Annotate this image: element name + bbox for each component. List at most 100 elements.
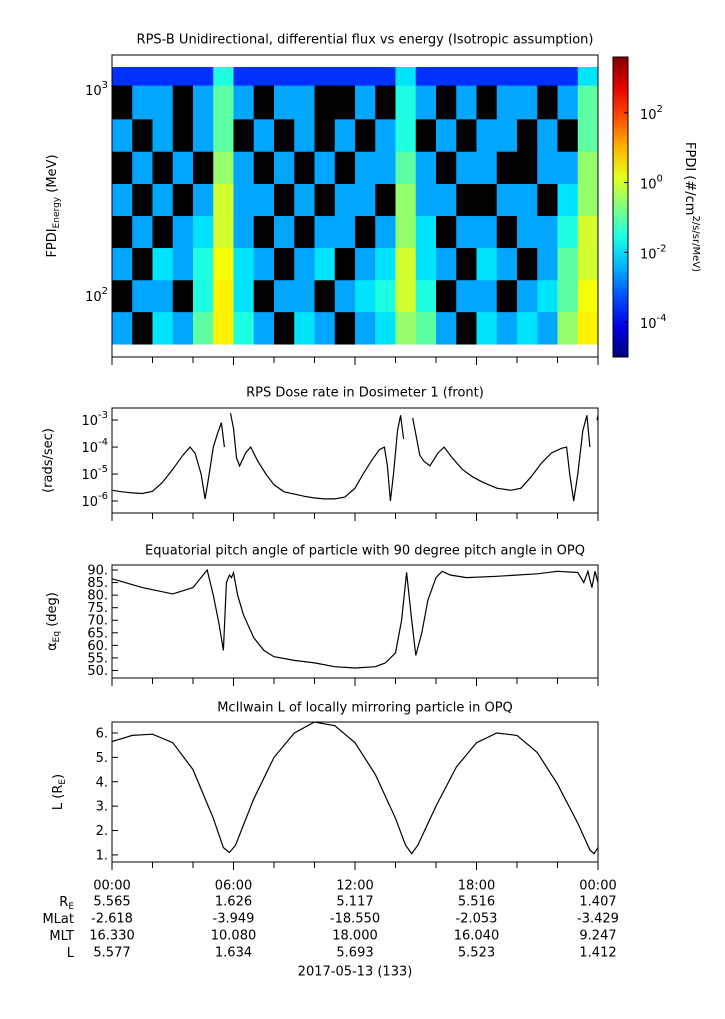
panel-title: Equatorial pitch angle of particle with … xyxy=(145,544,585,559)
label-part: E xyxy=(58,779,68,785)
label-part: FPDI xyxy=(45,228,60,257)
heat-cell xyxy=(395,151,417,184)
empty-cell xyxy=(557,118,579,152)
row-value: -2.618 xyxy=(91,912,133,927)
heat-cell xyxy=(517,311,538,345)
panel-title: McIlwain L of locally mirroring particle… xyxy=(217,701,513,716)
heat-cell xyxy=(152,118,174,152)
label-part: α xyxy=(45,642,60,651)
heat-cell xyxy=(152,183,174,217)
heat-cell xyxy=(193,118,214,152)
empty-cell xyxy=(456,183,477,217)
empty-cell xyxy=(253,151,275,184)
heat-cell xyxy=(314,215,336,249)
empty-cell xyxy=(476,183,498,217)
empty-cell xyxy=(193,151,214,184)
empty-cell xyxy=(456,311,477,345)
heat-cell xyxy=(436,183,457,217)
heat-cell xyxy=(253,247,275,281)
label-part: (rads/sec) xyxy=(41,428,56,493)
heat-cell xyxy=(577,118,599,152)
empty-cell xyxy=(537,183,558,217)
heat-cell xyxy=(436,247,457,281)
heat-cell xyxy=(152,85,174,120)
colorbar-tick-label: 10-2 xyxy=(640,243,667,262)
heat-cell xyxy=(557,151,579,184)
y-tick-label: 90. xyxy=(87,564,108,579)
empty-cell xyxy=(314,85,336,120)
empty-cell xyxy=(274,311,295,345)
row-label: MLat xyxy=(42,912,74,927)
heat-cell xyxy=(193,247,214,281)
heat-cell xyxy=(537,67,558,86)
heat-cell xyxy=(355,311,376,345)
data-line xyxy=(112,568,598,669)
heat-cell xyxy=(334,183,356,217)
heat-cell xyxy=(436,311,457,345)
y-tick-label: 10-5 xyxy=(81,464,108,483)
heat-cell xyxy=(557,279,579,313)
empty-cell xyxy=(112,85,133,120)
y-tick-label: 50. xyxy=(87,664,108,679)
empty-cell xyxy=(112,279,133,313)
panel: McIlwain L of locally mirroring particle… xyxy=(51,701,599,870)
y-tick-label: 60. xyxy=(87,639,108,654)
heat-cell xyxy=(476,151,498,184)
heat-cell xyxy=(112,67,133,86)
row-value: 5.117 xyxy=(336,895,373,910)
heat-cell xyxy=(314,67,336,86)
panel: RPS-B Unidirectional, differential flux … xyxy=(45,33,701,365)
heat-cell xyxy=(517,85,538,120)
heat-cell xyxy=(496,247,518,281)
heat-cell xyxy=(476,118,498,152)
heat-cell xyxy=(152,279,174,313)
panel-title: RPS-B Unidirectional, differential flux … xyxy=(137,33,594,48)
heat-cell xyxy=(233,247,255,281)
heat-cell xyxy=(375,67,396,86)
empty-cell xyxy=(172,279,194,313)
empty-cell xyxy=(152,215,174,249)
heat-cell xyxy=(233,67,255,86)
heat-cell xyxy=(132,85,153,120)
colorbar-tick-label: 10-4 xyxy=(640,313,667,332)
heat-cell xyxy=(577,215,599,249)
y-axis-label: FPDIEnergy (MeV) xyxy=(45,154,62,257)
panel: Equatorial pitch angle of particle with … xyxy=(45,544,599,686)
empty-cell xyxy=(132,183,153,217)
empty-cell xyxy=(436,279,457,313)
empty-cell xyxy=(314,183,336,217)
empty-cell xyxy=(132,118,153,152)
y-tick-label: 6. xyxy=(96,726,108,741)
heat-cell xyxy=(577,85,599,120)
heat-cell xyxy=(314,151,336,184)
heat-cell xyxy=(233,151,255,184)
heat-cell xyxy=(334,67,356,86)
y-tick-label: 4. xyxy=(96,775,108,790)
empty-cell xyxy=(274,247,295,281)
empty-cell xyxy=(334,247,356,281)
heat-cell xyxy=(476,67,498,86)
heat-cell xyxy=(213,215,234,249)
heat-cell xyxy=(193,67,214,86)
row-value: -3.429 xyxy=(577,912,619,927)
empty-cell xyxy=(253,215,275,249)
heat-cell xyxy=(395,215,417,249)
heat-cell xyxy=(355,183,376,217)
heat-cell xyxy=(395,247,417,281)
empty-cell xyxy=(314,279,336,313)
x-tick-label: 18:00 xyxy=(458,879,495,894)
heat-cell xyxy=(496,85,518,120)
heat-cell xyxy=(233,85,255,120)
row-value: 18.000 xyxy=(332,929,378,944)
heat-cell xyxy=(517,279,538,313)
panel: RPS Dose rate in Dosimeter 1 (front) (rad… xyxy=(41,386,599,521)
heat-cell xyxy=(213,85,234,120)
row-value: 16.330 xyxy=(89,929,135,944)
heat-cell xyxy=(436,118,457,152)
heat-cell xyxy=(456,67,477,86)
colorbar-tick-label: 100 xyxy=(640,174,663,193)
heat-cell xyxy=(415,85,437,120)
row-value: 5.523 xyxy=(458,946,495,961)
heat-cell xyxy=(274,151,295,184)
empty-cell xyxy=(334,151,356,184)
